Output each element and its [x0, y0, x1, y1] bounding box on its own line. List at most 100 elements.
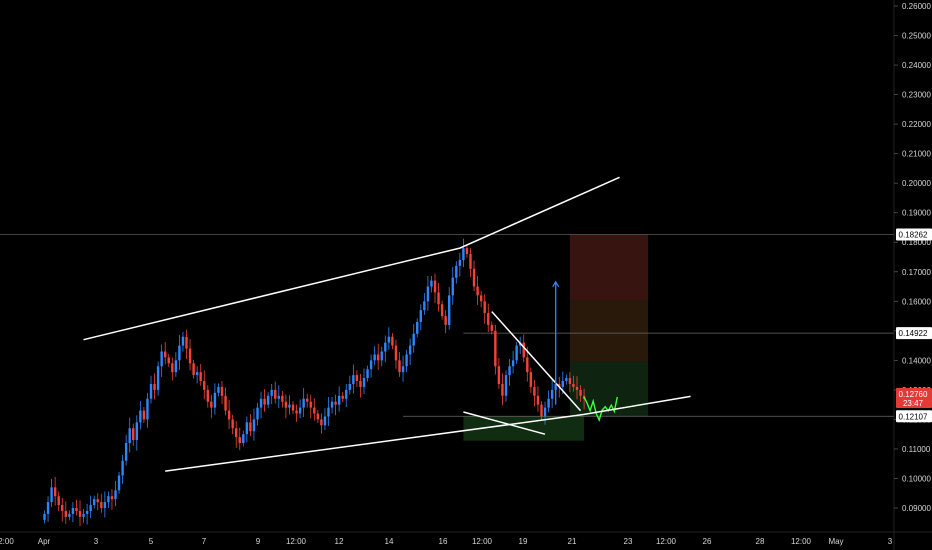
- candle-body: [522, 342, 525, 358]
- candle-body: [313, 407, 316, 414]
- candle-body: [373, 354, 376, 361]
- zones-layer: [463, 234, 648, 441]
- candle-body: [103, 502, 107, 508]
- candle-body: [320, 419, 323, 426]
- price-tag-0.14922: [896, 327, 932, 340]
- trendlines-layer: [83, 176, 691, 472]
- candle-body: [71, 508, 75, 514]
- candle-body: [479, 295, 483, 302]
- candle-body: [217, 386, 220, 393]
- candle-body: [362, 378, 366, 387]
- candle-body: [284, 401, 288, 408]
- candle-body: [50, 487, 53, 503]
- candle-body: [430, 280, 433, 287]
- price-tag-0.12107: [896, 410, 932, 423]
- price-tag-label: 0.12107: [899, 412, 928, 421]
- candle-body: [213, 392, 217, 408]
- candle-body: [416, 321, 419, 334]
- candle-body: [412, 333, 415, 346]
- candle-body: [135, 422, 138, 441]
- wedge-lower: [463, 411, 546, 435]
- candle-body: [511, 360, 515, 367]
- candle-body: [220, 386, 224, 396]
- candle-body: [153, 383, 156, 390]
- candle-body: [277, 395, 280, 399]
- price-tick-label: 0.18000: [902, 238, 931, 247]
- candle-body: [533, 386, 536, 396]
- price-tick-label: 0.10000: [902, 474, 931, 483]
- candle-body: [387, 336, 391, 343]
- candle-body: [96, 499, 99, 503]
- candle-body: [575, 386, 579, 390]
- price-tick-label: 0.16000: [902, 297, 931, 306]
- candle-body: [547, 398, 550, 408]
- candle-body: [540, 404, 543, 417]
- candle-body: [384, 342, 387, 352]
- candle-body: [565, 378, 568, 382]
- price-tag-current: [896, 387, 932, 408]
- candle-body: [437, 292, 440, 305]
- candle-body: [302, 398, 305, 408]
- channel-top: [83, 176, 620, 341]
- candle-body: [82, 513, 85, 517]
- candle-body: [501, 383, 504, 396]
- candle-body: [203, 381, 206, 390]
- candle-body: [64, 510, 67, 517]
- price-tick-label: 0.25000: [902, 32, 931, 41]
- candle-body: [270, 389, 273, 396]
- time-tick-label: 3: [94, 537, 99, 546]
- candle-body: [256, 407, 259, 420]
- projection-path: [583, 396, 618, 422]
- candle-body: [348, 383, 351, 390]
- price-tag-current-value: 0.12760: [899, 390, 928, 399]
- candle-body: [423, 301, 426, 311]
- candle-body: [455, 265, 458, 278]
- candle-body: [124, 443, 128, 461]
- time-tick-label: 12: [335, 537, 344, 546]
- candle-body: [206, 389, 209, 402]
- price-tag-0.18262: [896, 228, 932, 241]
- candle-body: [536, 395, 540, 405]
- price-tick-label: 0.19000: [902, 209, 931, 218]
- price-tag-countdown: 23:47: [903, 399, 924, 408]
- candle-body: [508, 366, 511, 376]
- candle-body: [433, 280, 437, 293]
- candle-body: [139, 410, 142, 423]
- time-tick-label: 26: [703, 537, 712, 546]
- candle-body: [227, 410, 231, 420]
- candle-body: [306, 398, 309, 402]
- candle-body: [107, 496, 110, 503]
- candle-body: [128, 428, 131, 444]
- candle-body: [188, 348, 192, 364]
- candle-body: [291, 404, 295, 411]
- candle-body: [263, 398, 266, 405]
- candle-body: [274, 389, 277, 399]
- time-axis[interactable]: 2:00 Apr 3 5 7 9 12:00 12 14 16 12:00 19 21 23 12:00 26…: [0, 531, 932, 546]
- candle-body: [458, 259, 462, 266]
- candle-body: [114, 490, 117, 500]
- candle-body: [149, 383, 153, 399]
- candle-body: [178, 345, 181, 361]
- candle-body: [465, 248, 469, 255]
- time-tick-label: 12:00: [791, 537, 812, 546]
- time-tick-label: 12:00: [286, 537, 307, 546]
- candle-body: [259, 398, 263, 408]
- candle-body: [323, 416, 327, 426]
- candle-body: [401, 366, 405, 373]
- candle-body: [543, 407, 547, 417]
- candle-body: [504, 375, 508, 396]
- candle-body: [160, 351, 163, 367]
- candle-body: [281, 395, 284, 402]
- candle-body: [558, 383, 561, 387]
- candle-body: [46, 502, 50, 514]
- candle-body: [341, 395, 344, 399]
- target-zone-bottom: [569, 361, 648, 417]
- candle-body: [78, 510, 82, 517]
- candle-body: [117, 475, 121, 491]
- candle-body: [199, 372, 202, 382]
- candle-body: [245, 422, 249, 435]
- candle-body: [164, 351, 167, 358]
- candle-body: [295, 410, 298, 414]
